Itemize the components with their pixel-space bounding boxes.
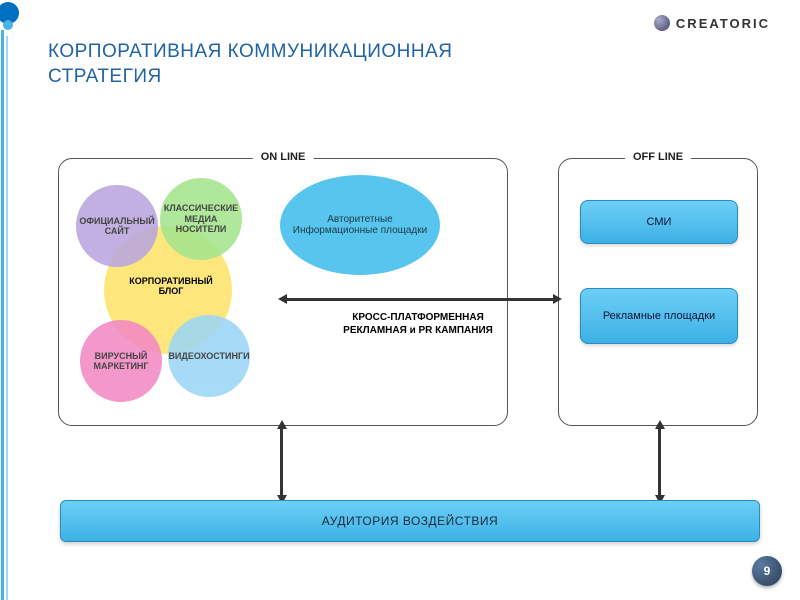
offline-audience-arrow-line (658, 428, 661, 496)
offline-audience-arrow-head-up (655, 420, 665, 429)
circle-video: ВИДЕОХОСТИНГИ (168, 315, 250, 397)
audience-bar: АУДИТОРИЯ ВОЗДЕЙСТВИЯ (60, 500, 760, 542)
online-audience-arrow-head-up (277, 420, 287, 429)
card-smi: СМИ (580, 200, 738, 244)
circle-blog-label: КОРПОРАТИВНЫЙ БЛОГ (128, 276, 214, 297)
offline-label: OFF LINE (625, 151, 691, 163)
cross-arrow-line (286, 298, 554, 301)
cross-arrow-head-right (553, 294, 562, 304)
circle-viral: ВИРУСНЫЙ МАРКЕТИНГ (80, 320, 162, 402)
decor-line (1, 30, 4, 600)
online-audience-arrow-line (280, 428, 283, 496)
decor-dot-small (3, 20, 13, 30)
brand-icon (654, 15, 670, 31)
brand-logo: CREATORIC (654, 15, 770, 31)
cross-arrow-head-left (278, 294, 287, 304)
card-adv: Рекламные площадки (580, 288, 738, 344)
online-label: ON LINE (253, 151, 314, 163)
page-number: 9 (752, 556, 782, 586)
brand-name: CREATORIC (676, 16, 770, 31)
circle-site: ОФИЦИАЛЬНЫЙ САЙТ (76, 185, 158, 267)
decor-line-secondary (6, 36, 8, 600)
cross-label: КРОСС-ПЛАТФОРМЕННАЯ РЕКЛАМНАЯ и PR КАМПА… (328, 312, 508, 337)
circle-media: КЛАССИЧЕСКИЕ МЕДИА НОСИТЕЛИ (160, 178, 242, 260)
slide-left-decor (0, 0, 13, 600)
slide-title: КОРПОРАТИВНАЯ КОММУНИКАЦИОННАЯ СТРАТЕГИЯ (48, 40, 548, 89)
circle-authority: Авторитетные Информационные площадки (280, 175, 440, 275)
